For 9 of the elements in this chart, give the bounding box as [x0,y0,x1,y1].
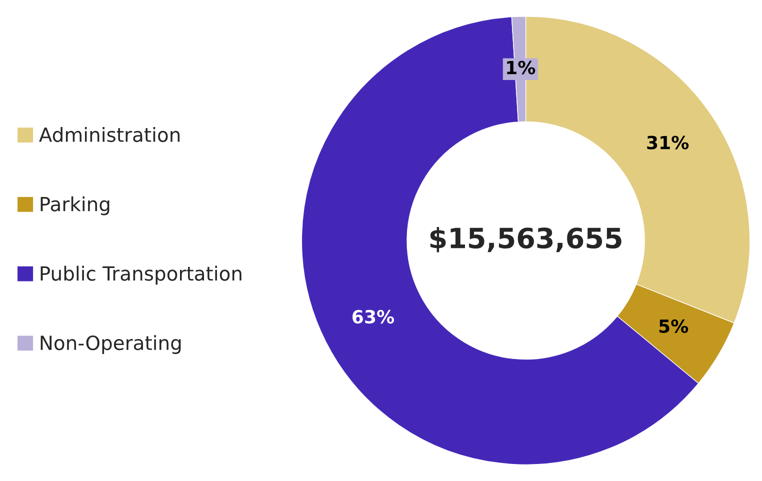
legend-label: Public Transportation [40,266,242,285]
data-label: 63% [352,310,394,324]
legend-label: Non-Operating [40,335,181,354]
data-label: 1% [507,60,536,74]
legend-label: Parking [40,196,110,216]
data-label: 31% [647,136,689,150]
legend-label: Administration [39,127,180,142]
data-label: 5% [659,319,688,334]
text: $15,563,655 [430,227,622,252]
